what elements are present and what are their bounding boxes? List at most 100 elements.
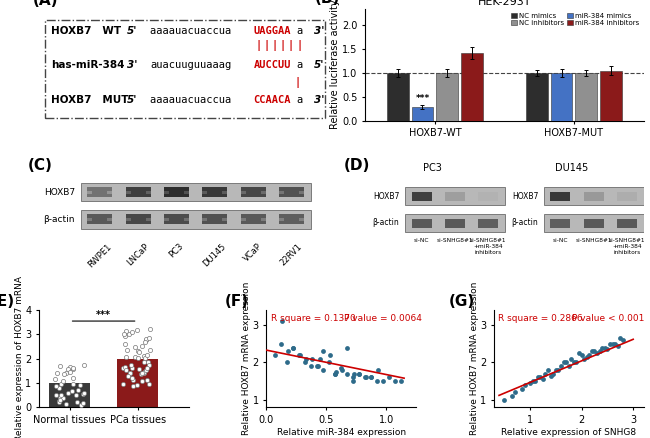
Text: has-miR-384: has-miR-384 bbox=[51, 60, 124, 70]
Bar bbox=[617, 219, 637, 228]
Point bbox=[120, 364, 130, 371]
Point bbox=[60, 401, 71, 408]
Text: si-NC: si-NC bbox=[414, 238, 430, 244]
Point bbox=[384, 374, 394, 381]
Text: |: | bbox=[255, 40, 261, 51]
Text: a: a bbox=[296, 26, 302, 36]
Point bbox=[51, 370, 62, 377]
Bar bbox=[445, 192, 465, 201]
Point bbox=[68, 380, 78, 387]
Point bbox=[587, 348, 597, 355]
Point bbox=[551, 367, 561, 374]
Point bbox=[307, 355, 317, 362]
Point bbox=[337, 367, 347, 374]
Point bbox=[140, 339, 150, 346]
Bar bbox=[575, 73, 597, 120]
Point bbox=[313, 363, 323, 370]
Point bbox=[538, 376, 548, 383]
Bar bbox=[543, 187, 644, 205]
Bar bbox=[551, 73, 573, 120]
Point bbox=[372, 367, 383, 374]
Point bbox=[71, 392, 81, 399]
Point bbox=[574, 350, 584, 357]
Point bbox=[120, 333, 130, 340]
Point bbox=[618, 336, 628, 343]
Bar bbox=[584, 219, 604, 228]
Text: HOXB7   MUT: HOXB7 MUT bbox=[51, 95, 128, 106]
Text: VCaP: VCaP bbox=[242, 242, 264, 264]
Text: si-SNHG8#1: si-SNHG8#1 bbox=[437, 238, 473, 244]
Point bbox=[136, 370, 146, 377]
Y-axis label: Relative luciferase activity: Relative luciferase activity bbox=[330, 0, 339, 130]
Point bbox=[354, 370, 364, 377]
Bar bbox=[299, 191, 304, 194]
Point bbox=[510, 389, 520, 396]
Point bbox=[142, 364, 152, 371]
Point bbox=[130, 344, 140, 351]
Text: si-SNHG8#1
+miR-384
inhibitors: si-SNHG8#1 +miR-384 inhibitors bbox=[470, 238, 506, 255]
Bar bbox=[184, 191, 189, 194]
Point bbox=[569, 359, 579, 366]
Bar bbox=[279, 218, 284, 221]
Point bbox=[602, 346, 612, 353]
Point bbox=[124, 369, 135, 376]
Point bbox=[121, 353, 131, 360]
Bar bbox=[125, 191, 131, 194]
Point bbox=[127, 376, 138, 383]
Point bbox=[139, 358, 150, 365]
Text: 3': 3' bbox=[313, 95, 324, 106]
Point bbox=[55, 395, 65, 402]
Point bbox=[553, 367, 564, 374]
Point bbox=[584, 351, 595, 358]
Bar bbox=[279, 187, 304, 197]
Bar bbox=[87, 191, 92, 194]
Bar bbox=[81, 183, 311, 201]
Point bbox=[121, 327, 131, 334]
Bar bbox=[107, 218, 112, 221]
Point bbox=[579, 355, 590, 362]
Point bbox=[74, 381, 85, 388]
Point bbox=[517, 385, 527, 392]
Bar bbox=[117, 359, 158, 407]
Point bbox=[577, 351, 587, 358]
Point bbox=[607, 340, 618, 347]
Point bbox=[68, 365, 78, 372]
Point bbox=[144, 335, 154, 342]
Text: |: | bbox=[263, 40, 270, 51]
Point bbox=[330, 370, 340, 377]
Point bbox=[548, 370, 558, 377]
Point bbox=[68, 374, 78, 381]
Bar bbox=[411, 192, 432, 201]
Bar bbox=[551, 192, 570, 201]
Bar bbox=[279, 191, 284, 194]
Point bbox=[127, 375, 137, 382]
Text: RWPE1: RWPE1 bbox=[86, 242, 113, 269]
Y-axis label: Relative HOXB7 mRNA expression: Relative HOXB7 mRNA expression bbox=[469, 282, 478, 435]
Bar bbox=[222, 191, 227, 194]
Point bbox=[63, 389, 73, 396]
Text: (B): (B) bbox=[315, 0, 341, 6]
Point bbox=[143, 359, 153, 366]
Text: a: a bbox=[296, 60, 302, 70]
Point bbox=[142, 377, 152, 384]
Point bbox=[315, 355, 326, 362]
Legend: NC mimics, NC inhibitors, miR-384 mimics, miR-384 inhibitors: NC mimics, NC inhibitors, miR-384 mimics… bbox=[510, 12, 640, 27]
Text: R square = 0.2866: R square = 0.2866 bbox=[499, 314, 583, 323]
Point bbox=[359, 374, 370, 381]
Bar bbox=[600, 71, 622, 120]
Bar bbox=[146, 218, 151, 221]
Point bbox=[131, 326, 142, 333]
Point bbox=[281, 359, 292, 366]
Text: AUCCUU: AUCCUU bbox=[254, 60, 291, 70]
Text: UAGGAA: UAGGAA bbox=[254, 26, 291, 36]
Point bbox=[341, 344, 352, 351]
Point bbox=[139, 353, 150, 360]
Bar bbox=[222, 218, 227, 221]
Bar bbox=[478, 192, 498, 201]
Bar bbox=[240, 218, 246, 221]
Point bbox=[543, 367, 553, 374]
Point bbox=[122, 346, 133, 353]
Text: 3': 3' bbox=[127, 60, 137, 70]
Point bbox=[306, 363, 316, 370]
Text: R square = 0.1370: R square = 0.1370 bbox=[271, 314, 356, 323]
